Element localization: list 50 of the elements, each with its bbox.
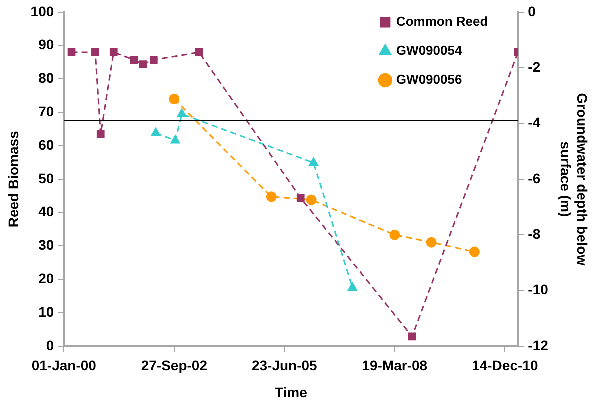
y-tick-label: 50 [38,170,54,186]
y2-tick-label: -2 [528,58,541,75]
x-tick-label: 14-Dec-10 [472,358,538,374]
y2-tick-label: -12 [528,337,549,354]
y2-tick-label: -10 [528,282,549,298]
y-tick-label: 0 [46,337,54,354]
point [306,194,317,206]
y-tick-label: 60 [38,136,54,153]
legend-label: GW090056 [396,72,462,88]
point [195,48,204,56]
point [296,194,305,202]
y-tick-label: 20 [38,270,54,286]
point [469,246,480,258]
point [96,130,105,138]
point [170,135,180,144]
y2-tick-label: -8 [528,226,541,242]
y2-tick-label: -4 [528,114,541,131]
point [390,230,400,240]
y2-axis-title: Groundwater depth below surface (m) [558,93,591,266]
point [426,237,437,248]
y-tick-label: 80 [38,70,54,86]
x-axis-title: Time [274,384,308,400]
y2-tick-label: -6 [528,170,541,186]
point [130,56,138,64]
y-tick-label: 10 [38,304,54,320]
y2-tick-label: 0 [528,3,536,20]
point [110,48,118,56]
y-tick-label: 30 [38,237,54,254]
point [68,48,76,56]
y-tick-label: 40 [38,204,54,220]
legend-label: Common Reed [396,14,488,30]
point [408,332,416,341]
x-tick-label: 27-Sep-02 [141,358,208,374]
x-tick-label: 23-Jun-05 [252,358,318,374]
legend-label: GW090054 [396,43,463,58]
point [151,128,161,136]
y-tick-label: 100 [30,3,54,20]
point [92,48,100,56]
point [309,158,318,166]
point [266,192,277,202]
point [139,60,148,68]
point [150,56,158,64]
point [348,282,358,291]
y-axis-title: Reed Biomass [5,130,22,228]
x-tick-label: 19-Mar-08 [362,358,428,374]
point [177,109,187,118]
point [169,94,180,104]
y-tick-label: 90 [38,36,54,53]
x-tick-label: 01-Jan-00 [32,358,97,374]
y-tick-label: 70 [38,103,54,120]
